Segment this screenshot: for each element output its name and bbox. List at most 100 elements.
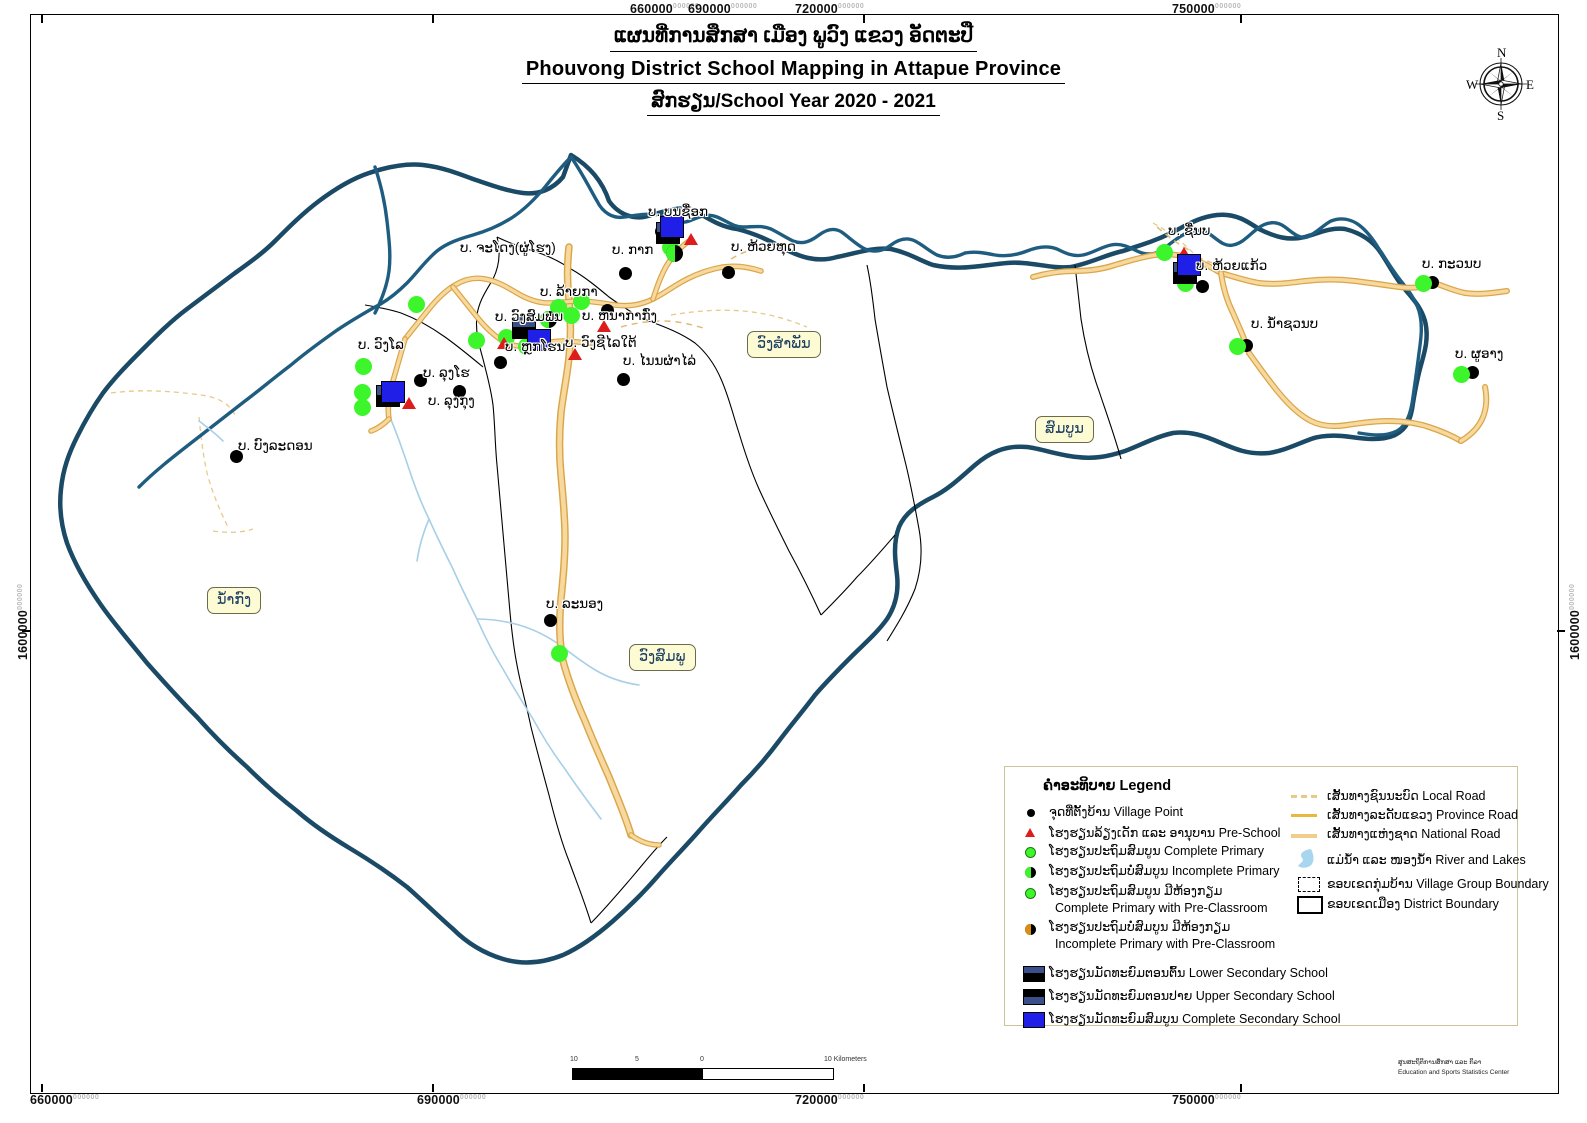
legend-item-incomplete-primary-pre-sub: Incomplete Primary with Pre-Classroom <box>1055 937 1276 951</box>
complete-primary-icon <box>1025 847 1036 858</box>
legend-item-village-point: ຈຸດທີ່ຕັ້ງບ້ານ Village Point <box>1049 805 1183 819</box>
complete-secondary-icon <box>1023 1012 1045 1028</box>
graticule-top-750000: 750000000000 <box>1172 2 1242 16</box>
incomplete-primary-icon <box>1025 867 1036 878</box>
graticule-bottom-660000: 660000000000 <box>30 1093 100 1107</box>
legend-item-village-group-boundary: ຂອບເຂດກຸ່ມບ້ານ Village Group Boundary <box>1327 877 1549 891</box>
legend-item-local-road: ເສັ້ນທາງຊົນນະບົດ Local Road <box>1327 789 1486 803</box>
pre-school-icon[interactable] <box>684 233 698 245</box>
complete-secondary-icon[interactable] <box>1177 254 1201 276</box>
legend-item-complete-primary-pre: ໂຮງຮຽນປະຖົມສົມບູນ ມີຫ້ອງກຽມ <box>1049 884 1223 898</box>
village-point-icon[interactable] <box>619 267 632 280</box>
pre-school-icon[interactable] <box>497 337 511 349</box>
place-label: ບ. ກາກ <box>612 242 654 257</box>
place-label: ບ. ນ້ຳຊວນບ <box>1251 316 1319 331</box>
place-label: ບ. ກະວນບ <box>1422 256 1482 271</box>
place-label: ບ. ບົງລະດອນ <box>238 438 313 453</box>
pre-school-icon <box>1025 828 1035 837</box>
graticule-bottom-720000: 720000000000 <box>795 1093 865 1107</box>
legend-item-province-road: ເສັ້ນທາງລະດັບແຂວງ Province Road <box>1327 808 1519 822</box>
legend-item-pre-school: ໂຮງຮຽນລ້ຽງເດັກ ແລະ ອານຸບານ Pre-School <box>1049 826 1281 840</box>
place-label: ບ. ຜູອາງ <box>1455 346 1504 361</box>
village-point-icon[interactable] <box>722 266 735 279</box>
legend-item-lower-secondary: ໂຮງຮຽນມັດທະຍົມຕອນຕົ້ນ Lower Secondary Sc… <box>1049 966 1328 980</box>
river-layer <box>137 155 1423 489</box>
village-point-icon[interactable] <box>617 373 630 386</box>
village-group-box-namkong[interactable]: ນ້ຳກົງ <box>207 587 262 614</box>
map-neatline <box>30 14 1559 1094</box>
scale-bar: 10 5 0 10 Kilometers <box>570 1056 872 1086</box>
place-label: ບ. ຫນາກາກົ່ງ <box>582 308 658 323</box>
complete-primary-icon[interactable] <box>563 307 580 324</box>
scalebar-tick-0: 0 <box>700 1056 704 1063</box>
complete-primary-icon[interactable] <box>1156 244 1173 261</box>
incomplete-primary-icon[interactable] <box>666 245 683 262</box>
village-group-label: ວົງສົມພູ <box>639 649 686 665</box>
complete-secondary-icon[interactable] <box>381 381 405 403</box>
complete-primary-icon[interactable] <box>550 299 567 316</box>
upper-secondary-icon <box>1023 989 1045 1005</box>
place-label: ບ. ຫ້ວຍຫຸດ <box>731 239 796 254</box>
complete-primary-icon[interactable] <box>355 358 372 375</box>
incomplete-primary-icon[interactable] <box>540 311 557 328</box>
scalebar-tick-5: 5 <box>635 1056 639 1063</box>
village-group-boundary-icon <box>1298 877 1320 892</box>
legend-item-complete-secondary: ໂຮງຮຽນມັດທະຍົມສົມບູນ Complete Secondary … <box>1049 1012 1341 1026</box>
village-point-icon[interactable] <box>494 356 507 369</box>
village-group-box-somboun[interactable]: ສົມບູນ <box>1035 416 1094 443</box>
place-label: ບ. ວົງສົມພນ <box>495 309 564 324</box>
complete-secondary-icon[interactable] <box>660 216 684 238</box>
legend-item-district-boundary: ຂອບເຂດເມືອງ District Boundary <box>1327 897 1499 911</box>
page-title-english: Phouvong District School Mapping in Atta… <box>521 58 1066 84</box>
complete-primary-icon[interactable] <box>1453 366 1470 383</box>
village-point-icon[interactable] <box>230 450 243 463</box>
village-point-icon[interactable] <box>1196 280 1209 293</box>
scalebar-segment-filled <box>572 1068 704 1080</box>
compass-icon <box>1475 58 1527 110</box>
pre-school-icon[interactable] <box>568 348 582 360</box>
graticule-left-1600000: 1600000000000 <box>16 583 30 660</box>
graticule-top-690000: 690000000000 <box>688 2 758 16</box>
legend-item-incomplete-primary-pre: ໂຮງຮຽນປະຖົມບໍ່ສົມບູນ ມີຫ້ອງກຽມ <box>1049 920 1231 934</box>
compass-east-label: E <box>1526 77 1534 92</box>
legend-item-complete-primary: ໂຮງຮຽນປະຖົມສົມບູນ Complete Primary <box>1049 844 1265 858</box>
graticule-tick-top-4 <box>1240 15 1242 23</box>
complete-primary-icon[interactable] <box>468 332 485 349</box>
complete-primary-icon[interactable] <box>1415 275 1432 292</box>
title-block: ແຜນທີ່ການສຶກສາ ເມືອງ ພູວົງ ແຂວງ ອັດຕະປື … <box>0 24 1587 116</box>
village-group-box-vongsomphou[interactable]: ວົງສົມພູ <box>629 644 696 671</box>
village-point-icon[interactable] <box>414 374 427 387</box>
graticule-tick-top-2 <box>432 15 434 23</box>
graticule-bottom-690000: 690000000000 <box>417 1093 487 1107</box>
place-label: ບ. ວົງໂລ <box>358 337 404 352</box>
complete-primary-icon[interactable] <box>354 399 371 416</box>
legend-panel: ຄຳອະທິບາຍ Legend ຈຸດທີ່ຕັ້ງບ້ານ Village … <box>1004 766 1549 1028</box>
village-point-icon[interactable] <box>453 385 466 398</box>
compass-north-label: N <box>1497 45 1507 60</box>
complete-primary-icon[interactable] <box>551 645 568 662</box>
graticule-bottom-750000: 750000000000 <box>1172 1093 1242 1107</box>
legend-item-complete-primary-pre-sub: Complete Primary with Pre-Classroom <box>1055 901 1268 915</box>
complete-secondary-icon[interactable] <box>527 329 551 351</box>
legend-item-national-road: ເສັ້ນທາງແຫ່ງຊາດ National Road <box>1327 827 1501 841</box>
compass-south-label: S <box>1497 108 1505 123</box>
page-title-lao: ແຜນທີ່ການສຶກສາ ເມືອງ ພູວົງ ແຂວງ ອັດຕະປື <box>609 24 978 52</box>
legend-item-incomplete-primary: ໂຮງຮຽນປະຖົມບໍ່ສົມບູນ Incomplete Primary <box>1049 864 1280 878</box>
complete-primary-icon[interactable] <box>408 296 425 313</box>
pre-school-icon[interactable] <box>402 397 416 409</box>
complete-primary-icon[interactable] <box>354 384 371 401</box>
complete-primary-icon[interactable] <box>1229 338 1246 355</box>
village-group-box-vongsamphan[interactable]: ວົງສຳພັນ <box>747 331 821 358</box>
compass-rose: N E S W <box>1466 36 1536 128</box>
place-label: ບ. ຫຼກໂຮນ <box>505 339 566 354</box>
village-group-label: ສົມບູນ <box>1045 421 1084 437</box>
village-point-icon[interactable] <box>544 614 557 627</box>
map-canvas[interactable]: ວົງສຳພັນ ສົມບູນ ນ້ຳກົງ ວົງສົມພູ <box>31 15 1555 1091</box>
village-point-icon[interactable] <box>601 304 614 317</box>
national-road-icon <box>1291 834 1317 838</box>
scalebar-segment-empty <box>702 1068 834 1080</box>
pre-school-icon[interactable] <box>597 320 611 332</box>
incomplete-primary-pre-icon <box>1025 924 1036 935</box>
complete-primary-icon[interactable] <box>573 293 590 310</box>
